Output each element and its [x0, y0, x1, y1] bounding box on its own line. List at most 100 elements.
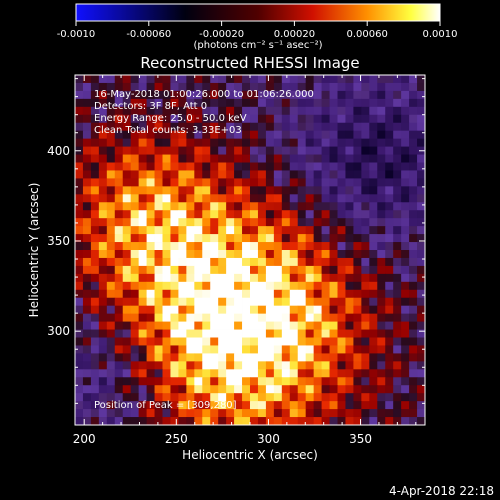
heatmap-cell [122, 90, 132, 100]
heatmap-cell [369, 82, 378, 92]
heatmap-cell [409, 321, 418, 330]
heatmap-cell [305, 154, 315, 163]
heatmap-cell [242, 106, 251, 116]
heatmap-cell [130, 273, 140, 283]
x-axis: 200 250 300 350 [73, 75, 417, 446]
heatmap-cell [417, 122, 426, 132]
heatmap-cell [345, 289, 354, 299]
heatmap-cell [361, 154, 370, 163]
heatmap-cell [361, 90, 370, 100]
heatmap-cell [194, 385, 203, 394]
heatmap-cell [82, 337, 92, 346]
heatmap-cell [265, 234, 275, 243]
heatmap-cell [257, 194, 267, 203]
heatmap-cell [106, 273, 116, 283]
heatmap-cell [90, 353, 100, 362]
heatmap-cell [98, 178, 108, 187]
heatmap-cell [218, 194, 227, 203]
heatmap-cell [329, 257, 338, 267]
heatmap-cell [202, 130, 211, 140]
x-axis-label: Heliocentric X (arcsec) [182, 448, 318, 462]
heatmap-cell [186, 146, 195, 155]
heatmap-cell [417, 178, 426, 187]
heatmap-cell [281, 409, 291, 418]
heatmap-cell [218, 234, 227, 243]
heatmap-cell [393, 186, 402, 195]
heatmap-cell [98, 401, 108, 410]
heatmap-cell [82, 194, 92, 203]
heatmap-cell [75, 106, 84, 116]
heatmap-cell [114, 321, 124, 330]
heatmap-cell [289, 345, 299, 354]
heatmap-cell [218, 337, 227, 346]
heatmap-cell [305, 234, 315, 243]
heatmap-cell [106, 106, 116, 116]
heatmap-cell [194, 226, 203, 235]
heatmap-cell [162, 202, 171, 211]
heatmap-cell [289, 361, 299, 370]
heatmap-cell [417, 297, 426, 307]
heatmap-cell [385, 273, 394, 283]
heatmap-cell [305, 329, 315, 338]
heatmap-cell [305, 409, 315, 418]
heatmap-cell [289, 377, 299, 386]
heatmap-cell [90, 273, 100, 283]
heatmap-cell [170, 226, 179, 235]
y-axis-label: Heliocentric Y (arcsec) [27, 183, 41, 318]
heatmap-cell [417, 385, 426, 394]
heatmap-cell [242, 122, 251, 132]
heatmap-cell [210, 289, 219, 299]
heatmap-cell [361, 401, 370, 410]
heatmap-cell [170, 114, 179, 124]
heatmap-cell [234, 234, 243, 243]
heatmap-cell [273, 313, 283, 322]
heatmap-cell [353, 321, 362, 330]
heatmap-cell [289, 250, 299, 259]
heatmap-cell [353, 353, 362, 362]
heatmap-cell [337, 114, 346, 124]
heatmap-cell [305, 226, 315, 235]
heatmap-cell [250, 281, 259, 291]
heatmap-cell [226, 90, 235, 100]
heatmap-cell [98, 162, 108, 171]
heatmap-cell [154, 265, 163, 275]
heatmap-cell [242, 82, 251, 92]
heatmap-cell [265, 417, 275, 426]
heatmap-cell [186, 250, 195, 259]
heatmap-cell [90, 122, 100, 132]
heatmap-cell [321, 257, 330, 267]
heatmap-cell [377, 202, 386, 211]
heatmap-cell [297, 313, 307, 322]
heatmap-cell [393, 393, 402, 402]
heatmap-cell [138, 321, 147, 330]
heatmap-cell [226, 226, 235, 235]
heatmap-cell [186, 154, 195, 163]
heatmap-cell [130, 202, 140, 211]
heatmap-cell [265, 401, 275, 410]
heatmap-cell [281, 202, 291, 211]
heatmap-cell [178, 281, 187, 291]
heatmap-cell [170, 250, 179, 259]
heatmap-cell [226, 297, 235, 307]
heatmap-cell [90, 138, 100, 147]
heatmap-cell [130, 114, 140, 124]
heatmap-cell [186, 130, 195, 140]
heatmap-cell [273, 146, 283, 155]
heatmap-cell [75, 218, 84, 227]
heatmap-cell [385, 226, 394, 235]
heatmap-cell [257, 361, 267, 370]
heatmap-cell [385, 369, 394, 378]
heatmap-cell [313, 385, 322, 394]
heatmap-cell [313, 146, 322, 155]
heatmap-cell [178, 417, 187, 426]
heatmap-cell [90, 281, 100, 291]
heatmap-cell [146, 194, 155, 203]
heatmap-cell [329, 106, 338, 116]
heatmap-cell [257, 273, 267, 283]
heatmap-cell [273, 393, 283, 402]
heatmap-cell [186, 297, 195, 307]
heatmap-cell [114, 273, 124, 283]
heatmap-cell [162, 313, 171, 322]
heatmap-cell [361, 385, 370, 394]
heatmap-cell [385, 289, 394, 299]
